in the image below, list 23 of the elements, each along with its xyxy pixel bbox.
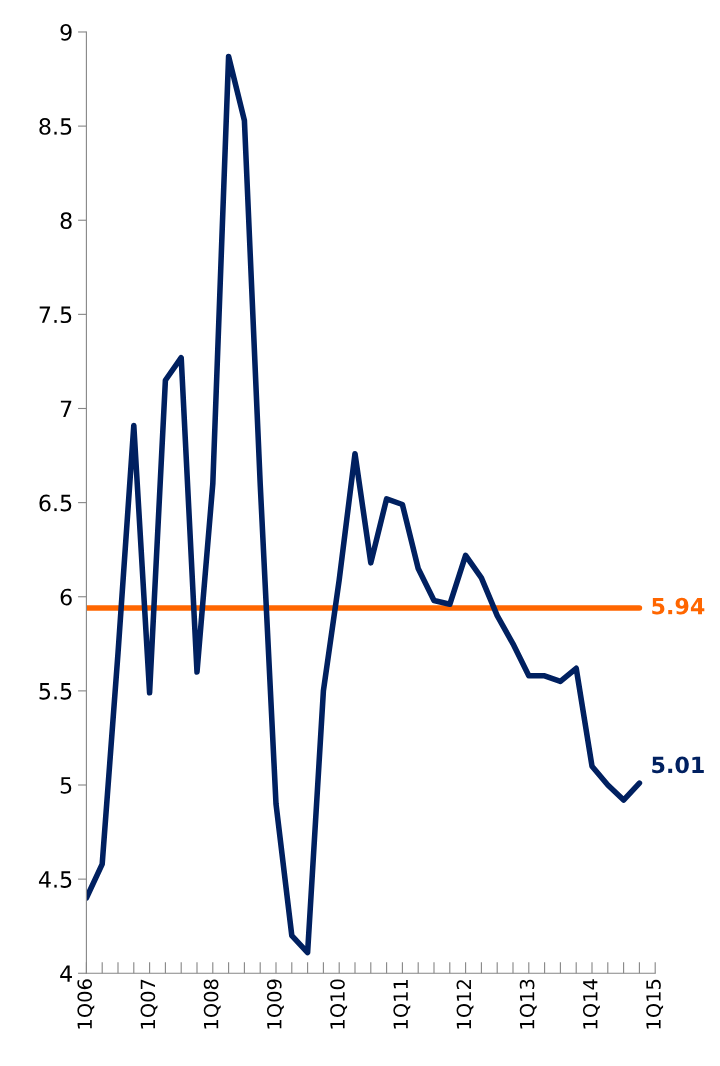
ref-line-label: 5.94 (652, 597, 705, 615)
x-tick-label: 1Q12 (456, 980, 474, 1029)
y-tick-label: 6.5 (39, 494, 72, 512)
data-label: 5.01 (652, 756, 704, 774)
x-tick-label: 1Q15 (646, 979, 664, 1029)
y-tick-label: 4 (60, 965, 72, 982)
y-tick-label: 7 (60, 400, 72, 417)
y-tick-label: 6 (60, 588, 72, 606)
y-tick-label: 4.5 (38, 871, 72, 888)
x-tick-label: 1Q14 (582, 979, 600, 1029)
y-tick-label: 5.5 (39, 683, 72, 700)
y-tick-label: 8 (60, 212, 72, 229)
x-tick-label: 1Q13 (519, 979, 537, 1029)
x-tick-label: 1Q11 (393, 979, 411, 1029)
y-tick-label: 9 (60, 23, 72, 41)
y-tick-label: 7.5 (39, 306, 72, 324)
x-tick-label: 1Q07 (140, 979, 158, 1029)
x-tick-label: 1Q06 (77, 979, 95, 1029)
y-tick-label: 8.5 (39, 118, 72, 135)
x-tick-label: 1Q09 (266, 979, 284, 1029)
y-tick-label: 5 (60, 777, 72, 794)
x-tick-label: 1Q08 (203, 979, 221, 1029)
x-tick-label: 1Q10 (330, 979, 348, 1029)
